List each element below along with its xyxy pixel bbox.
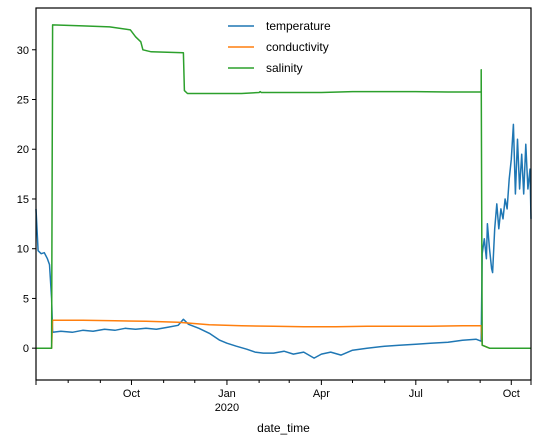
y-tick-label: 15 [17,194,29,206]
y-tick-label: 0 [23,343,29,355]
legend: temperature conductivity salinity [228,19,331,75]
x-tick-label: Oct [123,388,140,400]
legend-label-temperature: temperature [266,19,331,33]
y-tick-label: 5 [23,293,29,305]
plot-frame [35,7,532,381]
y-tick-label: 20 [17,144,29,156]
series-line-salinity [36,24,531,349]
y-tick-label: 25 [17,95,29,107]
x-tick-sublabel: 2020 [215,402,239,414]
y-axis: 0 5 10 15 20 25 30 [17,45,36,355]
legend-label-salinity: salinity [266,61,303,75]
legend-label-conductivity: conductivity [266,40,329,54]
y-tick-label: 10 [17,244,29,256]
x-tick-label: Oct [503,388,520,400]
x-axis-label: date_time [257,421,310,435]
x-tick-label: Apr [313,388,330,400]
y-tick-label: 30 [17,45,29,57]
plot-lines [35,24,532,359]
x-axis: Oct Jan 2020 Apr Jul Oct [35,380,532,414]
x-tick-label: Jan [218,388,236,400]
series-line-temperature [35,123,532,359]
series-line-conductivity [36,319,531,349]
x-tick-label: Jul [409,388,423,400]
